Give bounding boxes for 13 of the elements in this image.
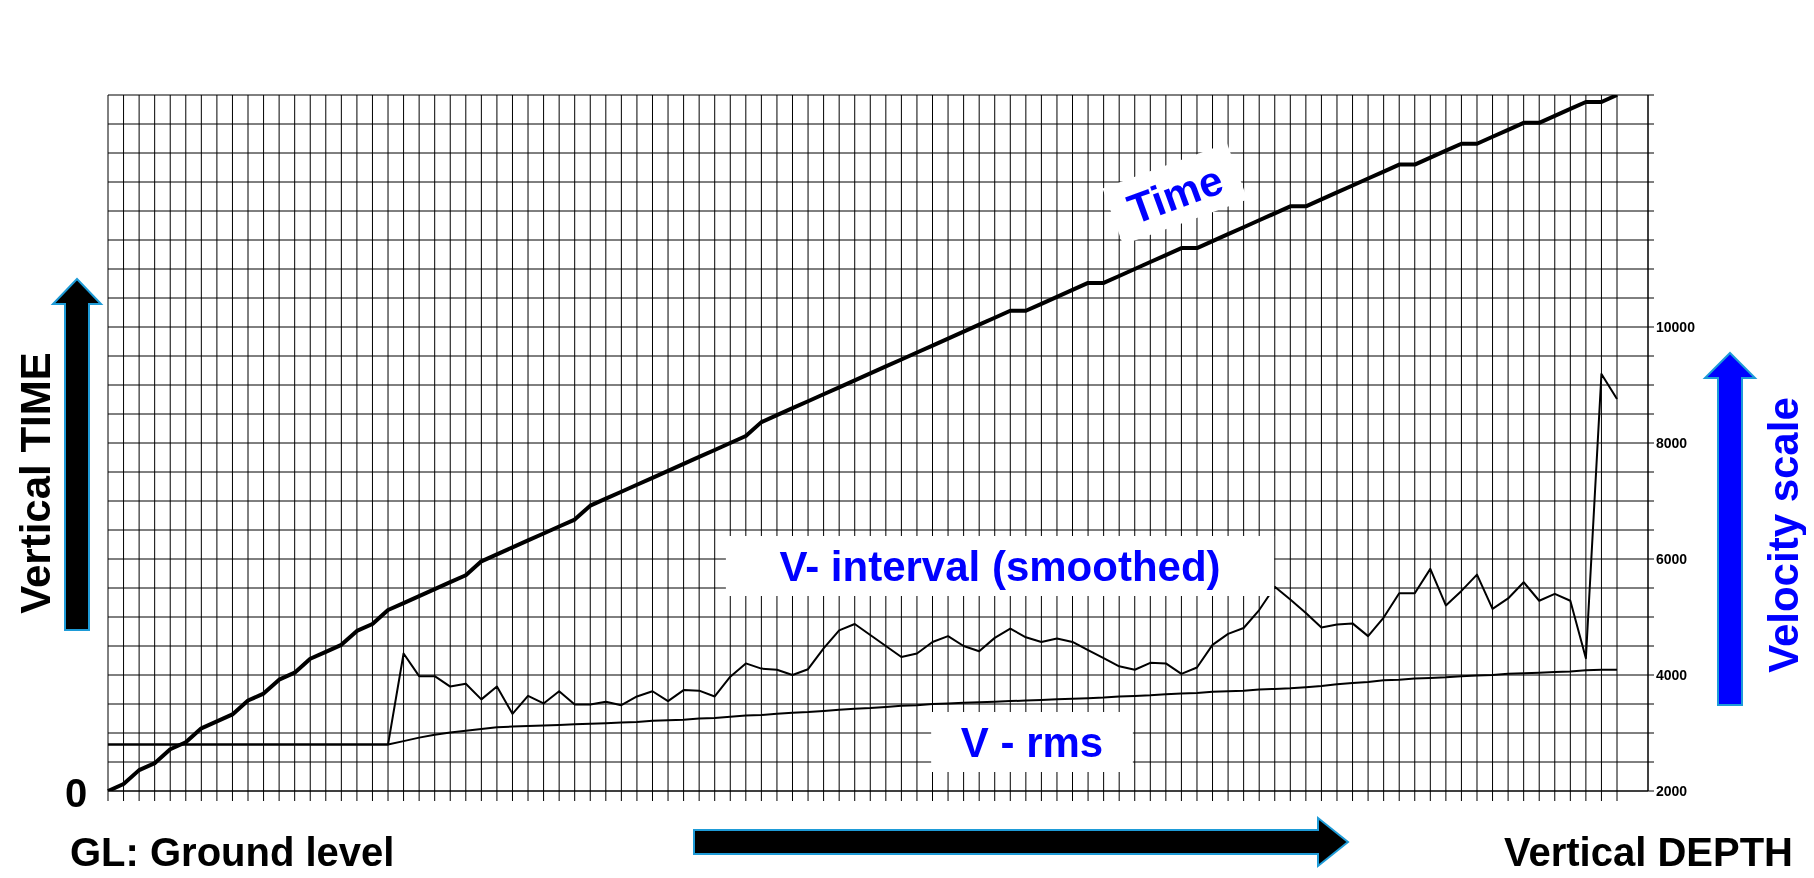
y-tick-label: 2000: [1656, 782, 1688, 799]
y-axis-title: Vertical TIME: [11, 352, 59, 614]
series-label: V- interval (smoothed): [779, 543, 1221, 590]
x-axis-title: Vertical DEPTH: [1503, 830, 1793, 874]
y-tick-label: 8000: [1656, 434, 1688, 451]
y-tick-label: 6000: [1656, 550, 1688, 567]
y-tick-label: 4000: [1656, 666, 1688, 683]
series-label: V - rms: [960, 719, 1104, 766]
y-axis-title: Velocity scale: [1759, 397, 1807, 673]
y-tick-label: 10000: [1656, 318, 1696, 335]
text: 0: [64, 771, 88, 815]
text: Time: [1121, 155, 1229, 234]
text: GL: Ground level: [70, 830, 395, 874]
